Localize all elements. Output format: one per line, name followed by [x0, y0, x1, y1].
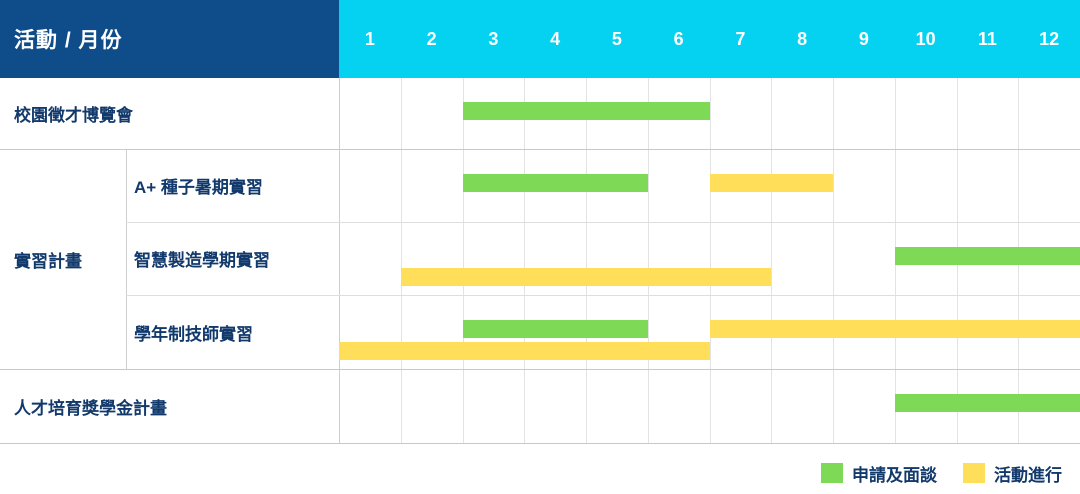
group-sub-column-divider [126, 149, 127, 369]
grid-line-vertical [524, 78, 526, 444]
gantt-bar-yellow [709, 320, 1080, 338]
legend-item: 申請及面談 [821, 461, 937, 486]
month-header-4: 4 [550, 28, 561, 49]
row-divider [0, 443, 1080, 444]
row-divider [126, 295, 1080, 296]
month-header-9: 9 [858, 28, 869, 49]
group-label: 實習計畫 [14, 251, 82, 271]
gantt-bar-green [894, 247, 1080, 265]
header-activity-month-label: 活動 / 月份 [0, 0, 339, 78]
gantt-bar-yellow [400, 268, 772, 286]
chart-body: 校園徵才博覽會 A+ 種子暑期實習 智慧製造學期實習 學年制技師實習人才培育獎學金計畫… [0, 78, 1080, 444]
legend: 申請及面談 活動進行 [0, 452, 1080, 494]
gantt-bar-green [894, 394, 1080, 412]
row-divider [0, 149, 1080, 150]
table-header: 活動 / 月份 1 2 3 4 5 6 7 8 9 10 11 12 [0, 0, 1080, 78]
grid-line-vertical [400, 78, 402, 444]
gantt-bar-yellow [709, 174, 833, 192]
legend-label: 活動進行 [994, 465, 1062, 485]
month-header-6: 6 [673, 28, 684, 49]
legend-item: 活動進行 [963, 461, 1062, 486]
grid-line-vertical [586, 78, 587, 444]
grid-line-vertical [833, 78, 834, 444]
month-header-3: 3 [488, 28, 499, 49]
legend-label: 申請及面談 [852, 465, 937, 485]
legend-swatch-green [821, 463, 843, 483]
month-header-12: 12 [1039, 28, 1060, 49]
month-header-8: 8 [797, 28, 808, 49]
row-label-1: 校園徵才博覽會 [14, 106, 133, 125]
row-label-3: 智慧製造學期實習 [134, 251, 270, 270]
row-label-5: 人才培育獎學金計畫 [14, 398, 167, 418]
month-header-11: 11 [977, 28, 997, 49]
month-header-10: 10 [915, 28, 936, 49]
label-column-divider [339, 78, 340, 444]
legend-swatch-yellow [963, 463, 985, 483]
row-divider [0, 369, 1080, 370]
month-header-1: 1 [364, 28, 375, 49]
month-header-5: 5 [611, 28, 622, 49]
grid-line-vertical [462, 78, 464, 444]
grid-line-vertical [771, 78, 773, 444]
row-label-2: A+ 種子暑期實習 [134, 178, 263, 197]
gantt-bar-green [462, 102, 710, 120]
gantt-bar-green [462, 320, 648, 338]
month-header-strip: 1 2 3 4 5 6 7 8 9 10 11 12 [339, 0, 1080, 78]
month-header-7: 7 [735, 28, 746, 49]
gantt-bar-yellow [339, 342, 710, 360]
grid-line-vertical [647, 78, 649, 444]
month-header-2: 2 [426, 28, 437, 49]
row-label-4: 學年制技師實習 [134, 324, 253, 344]
row-divider [126, 222, 1080, 223]
grid-line-vertical [709, 78, 711, 444]
gantt-bar-green [462, 174, 648, 192]
